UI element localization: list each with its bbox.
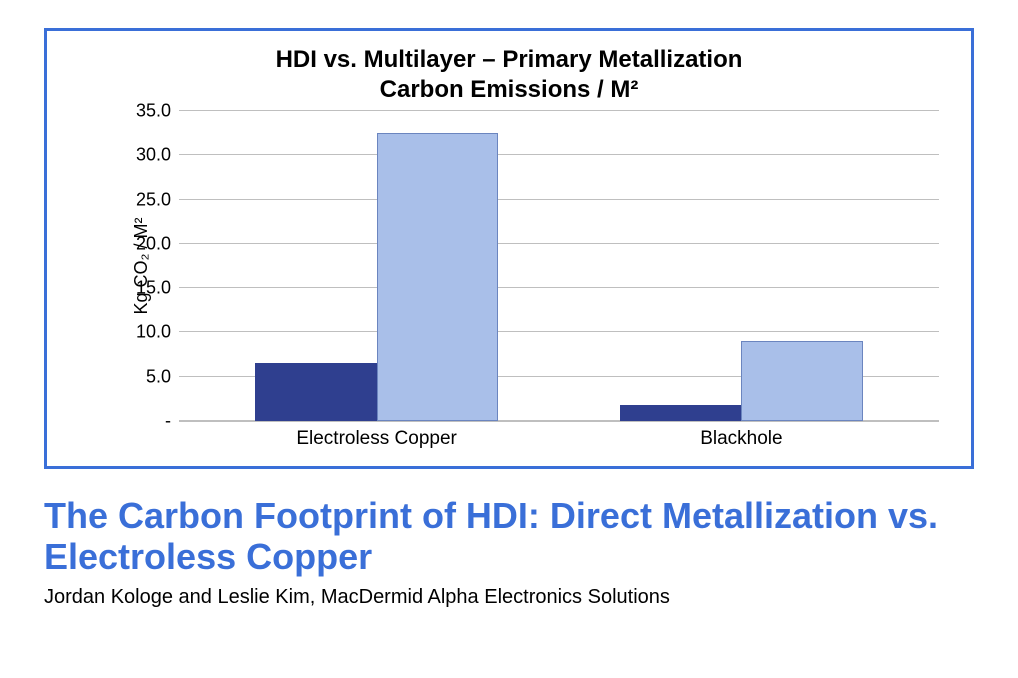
y-tick-label: 25.0 xyxy=(136,189,179,210)
y-tick-label: - xyxy=(165,411,179,432)
y-tick-label: 20.0 xyxy=(136,233,179,254)
x-label-blackhole: Blackhole xyxy=(700,428,782,450)
gridline xyxy=(179,199,939,200)
y-tick-label: 30.0 xyxy=(136,145,179,166)
bar-multilayer-blackhole xyxy=(741,341,863,421)
article-byline: Jordan Kologe and Leslie Kim, MacDermid … xyxy=(44,586,974,609)
gridline xyxy=(179,154,939,155)
x-label-electroless-copper: Electroless Copper xyxy=(296,428,457,450)
y-tick-label: 15.0 xyxy=(136,278,179,299)
chart-title-line2: Carbon Emissions / M² xyxy=(69,75,949,105)
bar-hdi-blackhole xyxy=(620,405,742,421)
chart-title: HDI vs. Multilayer – Primary Metallizati… xyxy=(69,45,949,105)
gridline xyxy=(179,243,939,244)
y-tick-label: 5.0 xyxy=(146,366,179,387)
y-tick-label: 35.0 xyxy=(136,101,179,122)
chart-card: HDI vs. Multilayer – Primary Metallizati… xyxy=(44,28,974,469)
article-headline: The Carbon Footprint of HDI: Direct Meta… xyxy=(44,495,974,578)
gridline xyxy=(179,110,939,111)
chart-title-line1: HDI vs. Multilayer – Primary Metallizati… xyxy=(69,45,949,75)
gridline xyxy=(179,331,939,332)
bar-hdi-electroless-copper xyxy=(255,363,377,421)
plot-area: Kg CO₂ / M² -5.010.015.020.025.030.035.0 xyxy=(179,111,939,422)
gridline xyxy=(179,287,939,288)
bar-multilayer-electroless-copper xyxy=(377,133,499,421)
x-axis: Electroless Copper Blackhole xyxy=(179,422,939,454)
y-axis-label: Kg CO₂ / M² xyxy=(131,218,152,315)
y-tick-label: 10.0 xyxy=(136,322,179,343)
